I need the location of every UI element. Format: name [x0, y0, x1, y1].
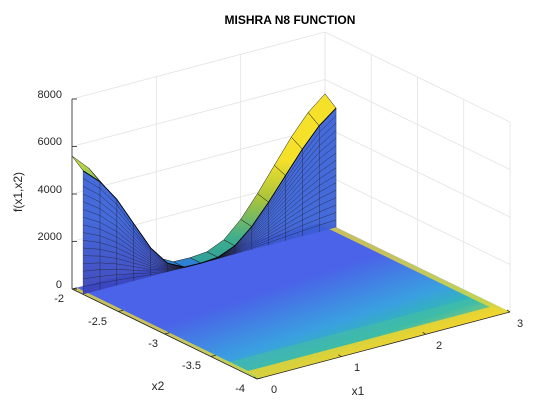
y-tick-label: -3 [148, 338, 158, 350]
x-tick-label: 2 [436, 340, 442, 352]
y-tick-mark [164, 332, 170, 335]
y-tick-label: -3.5 [182, 360, 201, 372]
grid-line [71, 126, 326, 195]
x-axis-line [256, 311, 511, 380]
z-tick-label: 8000 [38, 89, 62, 101]
contour-band [228, 297, 492, 372]
contour-band [318, 222, 510, 314]
z-tick-label: 4000 [38, 184, 62, 196]
x-tick-mark [422, 332, 426, 335]
x-tick-label: 1 [354, 362, 360, 374]
x-tick-mark [338, 354, 342, 357]
grid-line [71, 31, 326, 100]
y-axis-ticks: -2 -2.5 -3 -3.5 -4 [54, 293, 245, 395]
y-tick-label: -2 [54, 293, 64, 305]
z-axis-label: f(x1,x2) [11, 172, 25, 212]
y-axis-label: x2 [152, 379, 165, 393]
z-tick-label: 0 [56, 279, 62, 291]
chart-title: MISHRA N8 FUNCTION [225, 13, 356, 27]
surface-edge [82, 107, 337, 268]
z-tick-label: 6000 [38, 136, 62, 148]
x-tick-label: 0 [271, 384, 277, 396]
x-axis-label: x1 [352, 384, 365, 398]
y-tick-mark [256, 377, 263, 380]
x-axis-ticks: 0 1 2 3 [271, 318, 523, 396]
y-tick-label: -2.5 [88, 316, 107, 328]
x-tick-mark [253, 376, 258, 380]
x-tick-label: 3 [517, 318, 523, 330]
mesh-line [83, 219, 337, 287]
z-axis-ticks: 0 2000 4000 6000 8000 [38, 89, 62, 291]
surface-valley [83, 108, 337, 295]
z-tick-label: 2000 [38, 231, 62, 243]
y-tick-mark [71, 287, 78, 290]
y-tick-mark [210, 354, 216, 357]
grid-line [71, 79, 326, 147]
x-tick-mark [506, 309, 511, 313]
contour-band [247, 306, 506, 378]
axes [71, 98, 511, 380]
y-tick-label: -4 [235, 383, 245, 395]
y-tick-mark [118, 309, 124, 312]
surface-mesh [71, 93, 337, 295]
